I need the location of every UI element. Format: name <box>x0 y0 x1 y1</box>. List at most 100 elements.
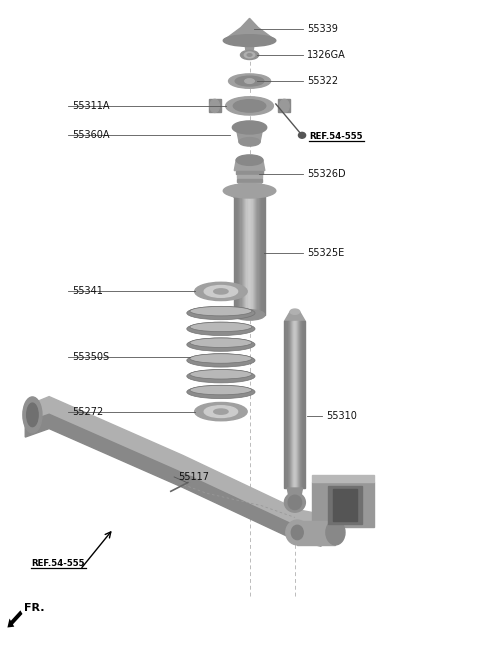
Ellipse shape <box>187 322 255 335</box>
Polygon shape <box>304 321 305 488</box>
Ellipse shape <box>236 155 263 165</box>
Polygon shape <box>288 321 289 488</box>
Polygon shape <box>257 197 259 315</box>
Ellipse shape <box>190 338 252 348</box>
Ellipse shape <box>286 520 309 545</box>
Polygon shape <box>245 41 254 50</box>
Polygon shape <box>238 183 262 186</box>
Ellipse shape <box>235 76 264 86</box>
Polygon shape <box>248 197 249 315</box>
Ellipse shape <box>187 306 255 319</box>
Ellipse shape <box>245 79 254 83</box>
Ellipse shape <box>195 282 247 300</box>
Polygon shape <box>239 197 240 315</box>
Polygon shape <box>294 321 295 488</box>
Polygon shape <box>238 197 239 315</box>
Polygon shape <box>292 321 293 488</box>
Polygon shape <box>328 486 362 524</box>
Polygon shape <box>244 197 245 315</box>
Polygon shape <box>243 197 244 315</box>
Polygon shape <box>249 197 250 315</box>
Ellipse shape <box>187 369 255 383</box>
Ellipse shape <box>223 184 276 198</box>
Text: 55341: 55341 <box>72 287 103 297</box>
Text: 55360A: 55360A <box>72 131 109 140</box>
Text: 55272: 55272 <box>72 407 103 417</box>
Ellipse shape <box>190 306 252 316</box>
Polygon shape <box>236 127 263 142</box>
Polygon shape <box>293 321 294 488</box>
Polygon shape <box>239 191 261 194</box>
Polygon shape <box>263 197 264 315</box>
Text: 55339: 55339 <box>307 24 338 34</box>
Ellipse shape <box>280 99 289 112</box>
Polygon shape <box>300 321 301 488</box>
Polygon shape <box>303 321 304 488</box>
Polygon shape <box>254 197 255 315</box>
Polygon shape <box>209 99 221 112</box>
Polygon shape <box>278 99 290 112</box>
Polygon shape <box>298 321 299 488</box>
Ellipse shape <box>233 100 266 112</box>
Polygon shape <box>245 197 247 315</box>
Polygon shape <box>25 397 321 532</box>
Polygon shape <box>289 321 291 488</box>
Polygon shape <box>286 321 287 488</box>
Polygon shape <box>240 197 241 315</box>
Polygon shape <box>223 191 276 197</box>
Polygon shape <box>250 197 252 315</box>
Polygon shape <box>261 197 263 315</box>
Ellipse shape <box>299 133 306 138</box>
Ellipse shape <box>190 385 252 395</box>
Polygon shape <box>237 197 238 315</box>
Polygon shape <box>297 521 336 545</box>
Ellipse shape <box>223 35 276 47</box>
Text: REF.54-555: REF.54-555 <box>31 559 84 567</box>
Polygon shape <box>284 321 286 488</box>
Polygon shape <box>291 312 299 315</box>
Ellipse shape <box>190 354 252 363</box>
Polygon shape <box>252 197 254 315</box>
Ellipse shape <box>238 187 261 195</box>
Polygon shape <box>284 312 305 321</box>
Ellipse shape <box>187 385 255 399</box>
Ellipse shape <box>195 403 247 420</box>
Polygon shape <box>297 321 298 488</box>
Polygon shape <box>25 414 321 546</box>
Ellipse shape <box>240 51 259 60</box>
Polygon shape <box>302 321 303 488</box>
Ellipse shape <box>187 338 255 352</box>
Polygon shape <box>236 171 263 174</box>
Polygon shape <box>295 321 296 488</box>
Ellipse shape <box>284 493 305 512</box>
Polygon shape <box>247 197 248 315</box>
Ellipse shape <box>190 369 252 379</box>
Ellipse shape <box>214 289 228 294</box>
Text: 55325E: 55325E <box>307 248 344 258</box>
Ellipse shape <box>239 138 260 146</box>
Polygon shape <box>264 197 265 315</box>
Ellipse shape <box>27 403 38 426</box>
Ellipse shape <box>188 476 195 484</box>
Ellipse shape <box>204 285 238 297</box>
Polygon shape <box>312 475 373 482</box>
Text: 1326GA: 1326GA <box>307 50 346 60</box>
Ellipse shape <box>187 354 255 367</box>
Polygon shape <box>241 197 243 315</box>
Ellipse shape <box>23 397 42 433</box>
Polygon shape <box>234 160 265 171</box>
Text: 55310: 55310 <box>326 411 357 421</box>
Polygon shape <box>287 321 288 488</box>
Polygon shape <box>238 187 261 190</box>
Polygon shape <box>312 482 373 527</box>
Polygon shape <box>259 197 260 315</box>
Ellipse shape <box>290 309 300 314</box>
Ellipse shape <box>232 121 267 134</box>
Ellipse shape <box>288 495 301 510</box>
Polygon shape <box>234 197 236 315</box>
Text: 55117: 55117 <box>178 472 209 482</box>
Ellipse shape <box>291 525 303 540</box>
Ellipse shape <box>326 520 345 545</box>
Ellipse shape <box>234 310 265 320</box>
Polygon shape <box>223 18 276 41</box>
